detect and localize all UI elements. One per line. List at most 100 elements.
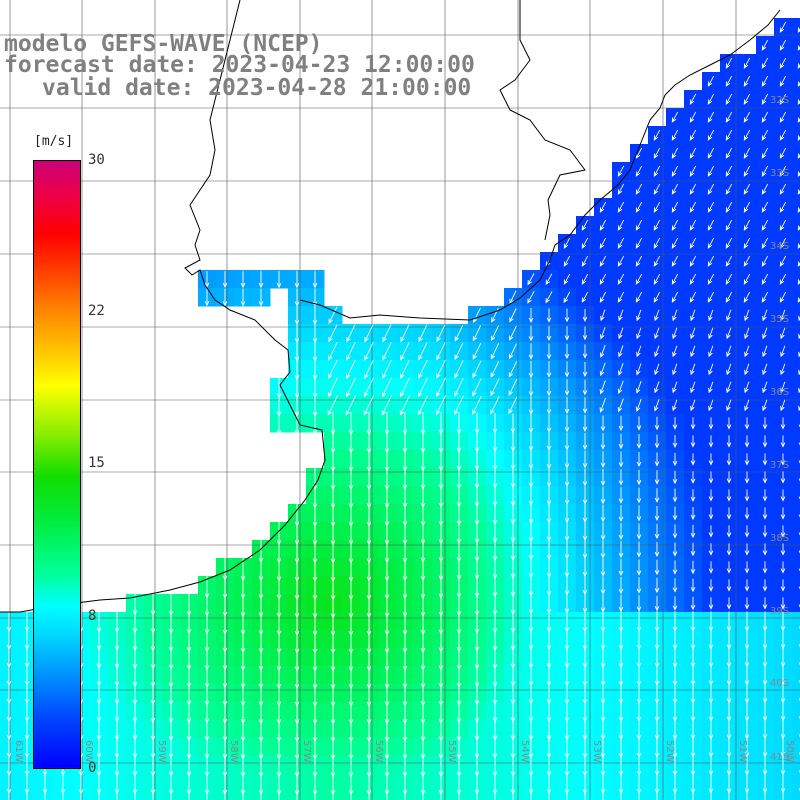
- wind-arrow: [545, 273, 553, 286]
- wind-arrow: [332, 789, 334, 800]
- wind-arrow: [654, 309, 660, 322]
- wind-arrow: [400, 342, 410, 361]
- wind-arrow: [472, 378, 482, 397]
- wind-arrow: [328, 341, 338, 361]
- wind-arrow: [690, 578, 696, 593]
- wind-arrow: [690, 309, 696, 322]
- wind-cell: [792, 486, 800, 505]
- wind-arrow: [689, 255, 697, 267]
- wind-arrow: [744, 381, 750, 394]
- wind-arrow: [617, 398, 624, 413]
- wind-arrow: [708, 417, 714, 430]
- latitude-label: 39S: [770, 606, 789, 617]
- wind-arrow: [599, 362, 606, 377]
- wind-arrow: [618, 469, 624, 486]
- wind-arrow: [546, 378, 552, 397]
- wind-arrow: [491, 325, 499, 342]
- wind-arrow: [152, 790, 154, 800]
- wind-arrow: [672, 381, 678, 394]
- wind-arrow: [654, 416, 660, 431]
- wind-arrow: [294, 288, 300, 307]
- wind-arrow: [635, 398, 642, 413]
- wind-arrow: [635, 183, 643, 195]
- wind-arrow: [636, 451, 642, 468]
- wind-arrow: [328, 359, 338, 380]
- wind-arrow: [635, 165, 643, 177]
- wind-arrow: [654, 327, 660, 340]
- wind-arrow: [635, 237, 643, 249]
- wind-arrow: [690, 435, 696, 448]
- wind-arrow: [600, 451, 606, 468]
- wind-arrow: [762, 561, 768, 574]
- wind-arrow: [636, 309, 642, 322]
- wind-arrow: [417, 395, 429, 416]
- longitude-label: 55W: [446, 740, 457, 763]
- wind-arrow: [672, 327, 678, 340]
- wind-arrow: [672, 345, 678, 358]
- wind-arrow: [546, 343, 552, 360]
- wind-cell: [792, 684, 800, 703]
- wind-arrow: [618, 309, 624, 322]
- wind-arrow: [797, 297, 800, 303]
- wind-arrow: [707, 201, 715, 213]
- wind-arrow: [780, 327, 786, 340]
- wind-arrow: [725, 237, 733, 249]
- wind-arrow: [692, 791, 694, 800]
- wind-arrow: [743, 129, 751, 141]
- wind-cell: [792, 270, 800, 289]
- wind-arrow: [258, 288, 264, 307]
- wind-arrow: [312, 270, 318, 289]
- wind-arrow: [581, 255, 589, 267]
- wind-arrow: [582, 309, 588, 323]
- wind-arrow: [509, 290, 517, 305]
- wind-arrow: [797, 27, 800, 33]
- wind-arrow: [744, 345, 750, 358]
- wind-arrow: [653, 255, 661, 267]
- wind-arrow: [744, 327, 750, 340]
- wind-arrow: [672, 524, 678, 539]
- wind-arrow: [454, 342, 464, 361]
- wind-arrow: [780, 489, 786, 502]
- wind-arrow: [726, 309, 732, 322]
- wind-arrow: [566, 790, 568, 800]
- wind-arrow: [636, 434, 642, 449]
- wind-cell: [792, 540, 800, 559]
- wind-arrow: [744, 435, 750, 448]
- wind-cell: [792, 72, 800, 91]
- wind-arrow: [674, 791, 676, 800]
- wind-cell: [792, 774, 800, 793]
- wind-cell: [792, 468, 800, 487]
- wind-cell: [792, 324, 800, 343]
- wind-arrow: [707, 75, 715, 87]
- wind-arrow: [454, 360, 464, 379]
- wind-arrow: [382, 359, 392, 380]
- wind-arrow: [564, 308, 570, 323]
- wind-arrow: [744, 543, 750, 556]
- wind-arrow: [708, 507, 714, 520]
- wind-arrow: [762, 453, 768, 466]
- wind-arrow: [581, 291, 589, 303]
- wind-arrow: [436, 359, 446, 379]
- wind-arrow: [761, 255, 769, 267]
- wind-arrow: [726, 363, 732, 376]
- wind-arrow: [527, 290, 535, 304]
- wind-arrow: [690, 506, 696, 521]
- wind-arrow: [636, 595, 642, 612]
- wind-arrow: [690, 489, 696, 502]
- wind-arrow: [327, 377, 339, 398]
- wind-arrow: [672, 452, 678, 467]
- wind-arrow: [689, 237, 697, 249]
- wind-arrow: [399, 395, 411, 416]
- wind-arrow: [708, 435, 714, 448]
- wind-arrow: [708, 597, 714, 610]
- wind-arrow: [779, 75, 787, 87]
- wind-arrow: [653, 129, 661, 141]
- wind-arrow: [294, 270, 300, 289]
- wind-arrow: [761, 219, 769, 231]
- wind-arrow: [780, 453, 786, 466]
- wind-arrow: [563, 237, 571, 249]
- wind-arrow: [240, 270, 246, 289]
- wind-cell: [792, 720, 800, 739]
- wind-arrow: [584, 790, 586, 800]
- wind-arrow: [707, 93, 715, 105]
